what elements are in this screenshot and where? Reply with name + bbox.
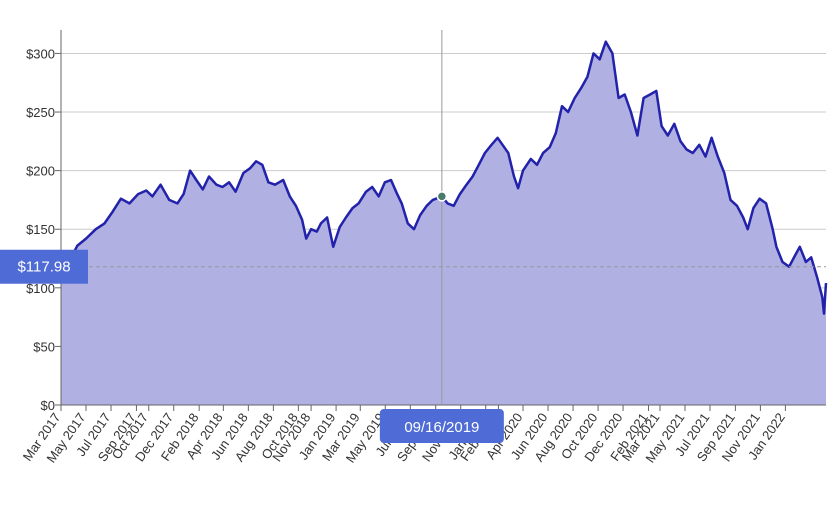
crosshair-badges: $117.98 09/16/2019 [0,249,504,443]
x-date-badge: 09/16/2019 [379,409,504,443]
y-tick-label: $300 [26,46,55,61]
x-date-badge-bg [379,409,504,443]
series-line [60,40,828,315]
y-tick-label: $150 [26,222,55,237]
y-value-badge: $117.98 [0,249,88,284]
y-axis-ticks: $0 $50 $100 $150 $200 $250 $300 [26,46,61,413]
crosshair [61,30,826,405]
y-value-badge-bg [0,249,88,284]
area-fill [61,41,826,405]
y-tick-label: $200 [26,164,55,179]
y-tick-label: $100 [26,281,55,296]
axes [60,30,826,406]
y-tick-label: $250 [26,105,55,120]
y-value-badge-label: $117.98 [17,259,70,276]
y-tick-label: $0 [41,398,55,413]
hover-point[interactable] [436,191,448,202]
y-tick-label: $50 [33,339,55,354]
x-date-badge-label: 09/16/2019 [404,419,479,436]
